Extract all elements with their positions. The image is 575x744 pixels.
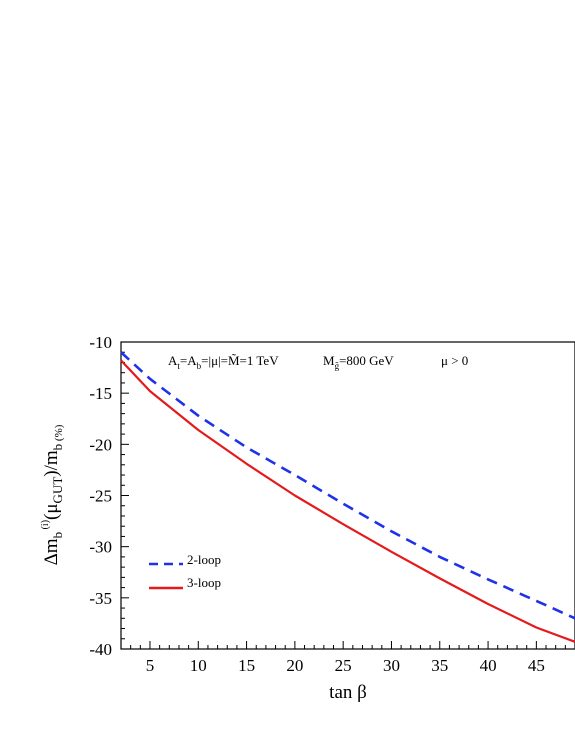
y-tick-label: -35 [89, 589, 112, 608]
legend-label-3-loop: 3-loop [187, 575, 221, 590]
annotation-gluino-mass: Mg̃=800 GeV [323, 353, 394, 371]
y-tick-label: -10 [89, 333, 112, 352]
x-tick-label: 10 [190, 656, 207, 675]
series-line-2-loop [120, 351, 575, 620]
x-tick-label: 20 [286, 656, 303, 675]
y-tick-label: -20 [89, 435, 112, 454]
x-tick-label: 30 [383, 656, 400, 675]
legend-label-2-loop: 2-loop [187, 552, 221, 567]
annotation-params: At=Ab=|μ|=M̃=1 TeV [168, 353, 279, 371]
x-tick-label: 40 [480, 656, 497, 675]
y-tick-label: -30 [89, 538, 112, 557]
x-tick-label: 45 [528, 656, 545, 675]
x-axis-ticks: 5 10 15 20 25 30 35 40 45 [120, 641, 575, 675]
x-axis-title: tan β [329, 682, 367, 703]
legend: 2-loop 3-loop [149, 552, 221, 590]
x-tick-label: 35 [431, 656, 448, 675]
y-tick-label: -15 [89, 384, 112, 403]
x-tick-label: 15 [238, 656, 255, 675]
x-tick-label: 25 [335, 656, 352, 675]
y-axis-ticks: -10 -15 -20 -25 -30 -35 -40 [89, 333, 129, 659]
plot-curves [120, 351, 575, 643]
plot-area [120, 341, 575, 650]
x-tick-label: 5 [146, 656, 155, 675]
y-tick-label: -25 [89, 487, 112, 506]
annotation-mu-sign: μ > 0 [441, 353, 468, 368]
y-axis-title: Δmb (i)(μGUT)/mb (%) [40, 424, 65, 565]
series-line-3-loop [120, 359, 575, 643]
y-tick-label: -40 [89, 640, 112, 659]
